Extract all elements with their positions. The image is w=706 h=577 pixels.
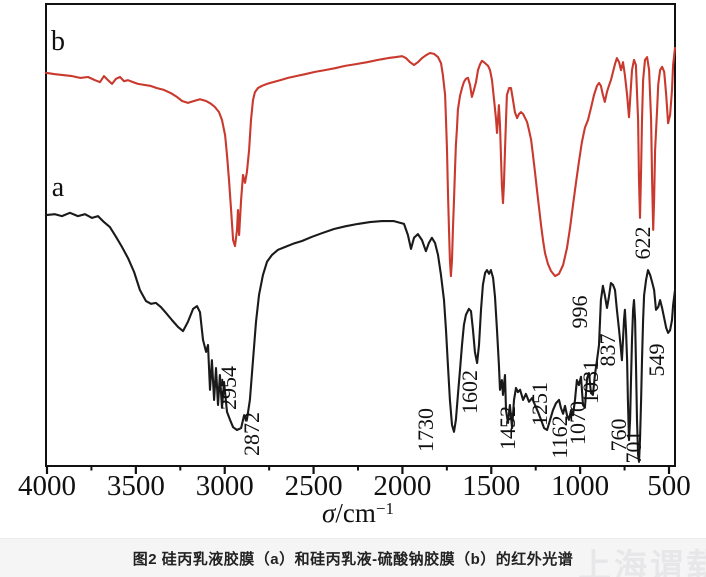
- peak-label-2872: 2872: [239, 412, 264, 456]
- peak-label-760: 760: [606, 419, 631, 452]
- x-tick-label: 3500: [107, 470, 165, 502]
- peak-label-1452: 1452: [495, 406, 520, 450]
- x-tick-label: 2000: [373, 470, 431, 502]
- peak-label-1730: 1730: [413, 408, 438, 452]
- x-tick-label: 4000: [18, 470, 76, 502]
- series-label-b: b: [51, 26, 65, 57]
- x-tick-label: 1500: [462, 470, 520, 502]
- x-axis-exponent: −1: [375, 499, 394, 518]
- peak-label-837: 837: [595, 334, 620, 367]
- x-axis-symbol: σ: [322, 498, 336, 528]
- x-axis-unit: /cm: [335, 498, 376, 528]
- peak-label-622: 622: [630, 227, 655, 260]
- series-label-a: a: [52, 172, 65, 203]
- peak-label-2954: 2954: [216, 366, 241, 410]
- x-tick-label: 2500: [285, 470, 343, 502]
- peak-label-1031: 1031: [578, 360, 603, 404]
- peak-label-1070: 1070: [565, 401, 590, 445]
- peak-label-1162: 1162: [547, 415, 572, 458]
- spectrum-curve-b: [44, 46, 677, 278]
- peak-label-996: 996: [567, 296, 592, 329]
- peak-label-1251: 1251: [527, 382, 552, 426]
- x-tick-label: 500: [647, 470, 691, 502]
- figure-caption: 图2 硅丙乳液胶膜（a）和硅丙乳液-硫酸钠胶膜（b）的红外光谱: [132, 551, 574, 568]
- x-tick-label: 3000: [196, 470, 254, 502]
- plot-frame: [45, 3, 676, 467]
- x-axis-label: σ/cm−1: [252, 498, 464, 529]
- x-tick-label: 1000: [551, 470, 609, 502]
- ir-spectrum-chart: 4000 3500 3000 2500 2000 1500 1000 500 a b 2954 287…: [18, 3, 691, 529]
- watermark: 上海谓载: [578, 547, 706, 577]
- spectrum-curve-a: [44, 211, 677, 463]
- peak-label-701: 701: [621, 431, 646, 464]
- ir-spectrum-svg: 4000 3500 3000 2500 2000 1500 1000 500 a b 2954287…: [18, 3, 691, 502]
- caption-strip: 上海谓载 图2 硅丙乳液胶膜（a）和硅丙乳液-硫酸钠胶膜（b）的红外光谱: [0, 538, 706, 577]
- peak-label-1602: 1602: [457, 370, 482, 414]
- peak-label-549: 549: [644, 344, 669, 377]
